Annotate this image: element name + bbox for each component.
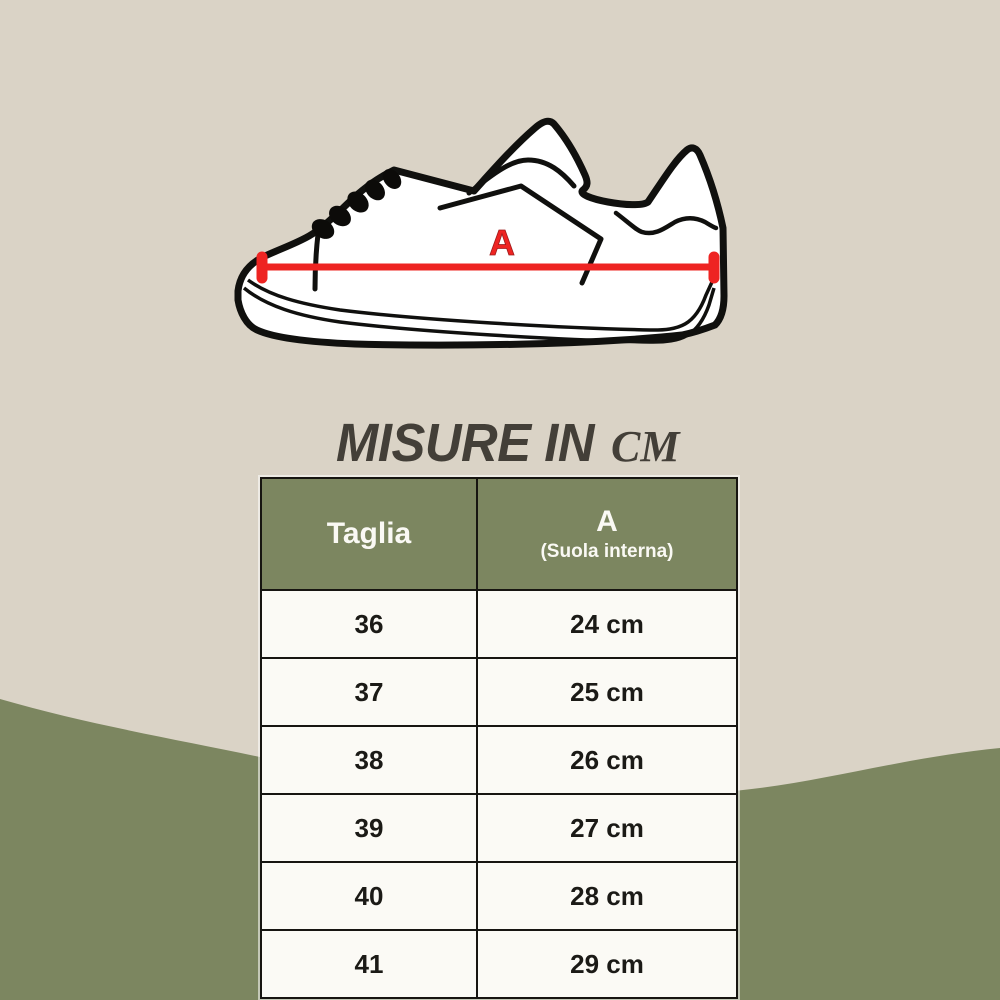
svg-text:A: A — [489, 222, 515, 263]
